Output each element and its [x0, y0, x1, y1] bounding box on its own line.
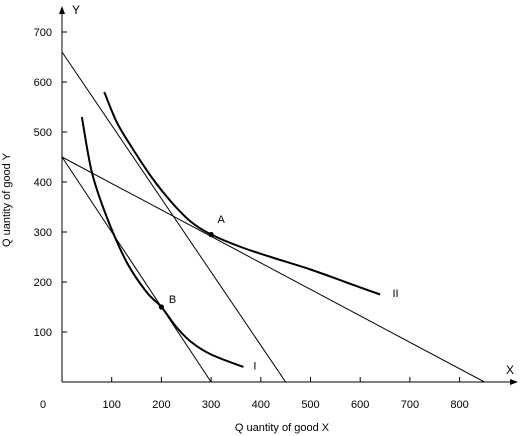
budget-line — [61, 156, 485, 383]
point-label-A: A — [218, 214, 226, 226]
origin-label: 0 — [40, 399, 46, 411]
plot-lines — [61, 51, 485, 383]
x-tick-label: 800 — [450, 399, 468, 411]
y-tick-label: 500 — [34, 127, 52, 139]
x-tick-label: 100 — [103, 399, 121, 411]
point-B — [158, 304, 164, 310]
curve-label-II: II — [393, 288, 399, 300]
plot-curves: III — [80, 91, 399, 373]
x-tick-label: 200 — [152, 399, 170, 411]
y-tick-label: 400 — [34, 177, 52, 189]
plot-points: AB — [158, 214, 226, 310]
indifference-curve-II — [103, 91, 381, 296]
x-axis-title: Q uantity of good X — [235, 422, 330, 434]
axes — [59, 6, 518, 385]
budget-line — [61, 156, 212, 383]
point-A — [208, 231, 214, 238]
indifference-curve-I — [80, 116, 244, 368]
x-tick-label: 400 — [252, 399, 270, 411]
x-axis-arrow-icon — [510, 379, 518, 385]
curve-label-I: I — [253, 361, 256, 373]
y-axis-title: Q uantity of good Y — [1, 152, 13, 247]
x-tick-label: 500 — [301, 399, 319, 411]
y-tick-label: 700 — [34, 27, 52, 39]
y-tick-label: 100 — [34, 327, 52, 339]
ticks: 100 200 300 400 500 600 700 800 100 200 300 400 500 6… — [34, 27, 469, 411]
y-axis-name: Y — [72, 3, 80, 17]
y-axis-arrow-icon — [59, 6, 65, 14]
y-tick-label: 600 — [34, 77, 52, 89]
x-axis-name: X — [506, 363, 514, 377]
y-tick-label: 200 — [34, 277, 52, 289]
x-tick-label: 700 — [401, 399, 419, 411]
y-tick-label: 300 — [34, 227, 52, 239]
x-tick-label: 600 — [351, 399, 369, 411]
x-tick-label: 300 — [202, 399, 220, 411]
point-label-B: B — [169, 294, 176, 306]
